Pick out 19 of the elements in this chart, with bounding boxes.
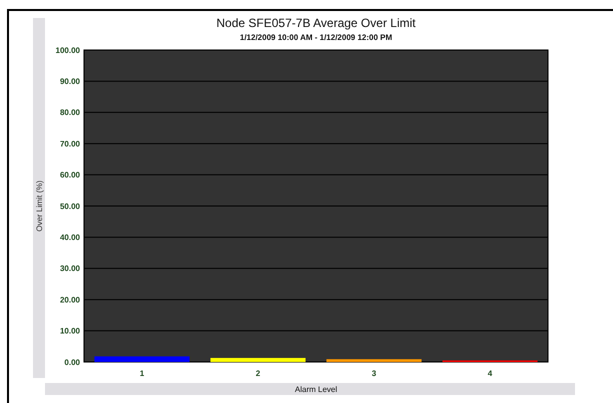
y-tick-label: 0.00 [64,358,81,367]
y-axis-title: Over Limit (%) [35,180,44,232]
chart-subtitle: 1/12/2009 10:00 AM - 1/12/2009 12:00 PM [240,33,392,42]
x-axis-title: Alarm Level [294,385,338,394]
y-tick-label: 70.00 [60,139,81,148]
x-tick-label: 4 [488,369,493,378]
y-tick-label: 30.00 [60,264,81,274]
x-tick-label: 1 [140,369,145,378]
x-tick-label: 2 [256,369,261,378]
x-tick-label: 3 [372,369,377,378]
y-tick-label: 100.00 [56,46,81,55]
y-tick-label: 20.00 [60,295,81,304]
y-tick-label: 50.00 [60,202,81,211]
y-tick-label: 10.00 [60,326,81,336]
y-tick-label: 90.00 [60,77,81,86]
y-tick-label: 60.00 [60,170,81,180]
y-tick-label: 80.00 [60,108,81,118]
y-tick-label: 40.00 [60,233,81,242]
chart-title: Node SFE057-7B Average Over Limit [216,16,416,30]
